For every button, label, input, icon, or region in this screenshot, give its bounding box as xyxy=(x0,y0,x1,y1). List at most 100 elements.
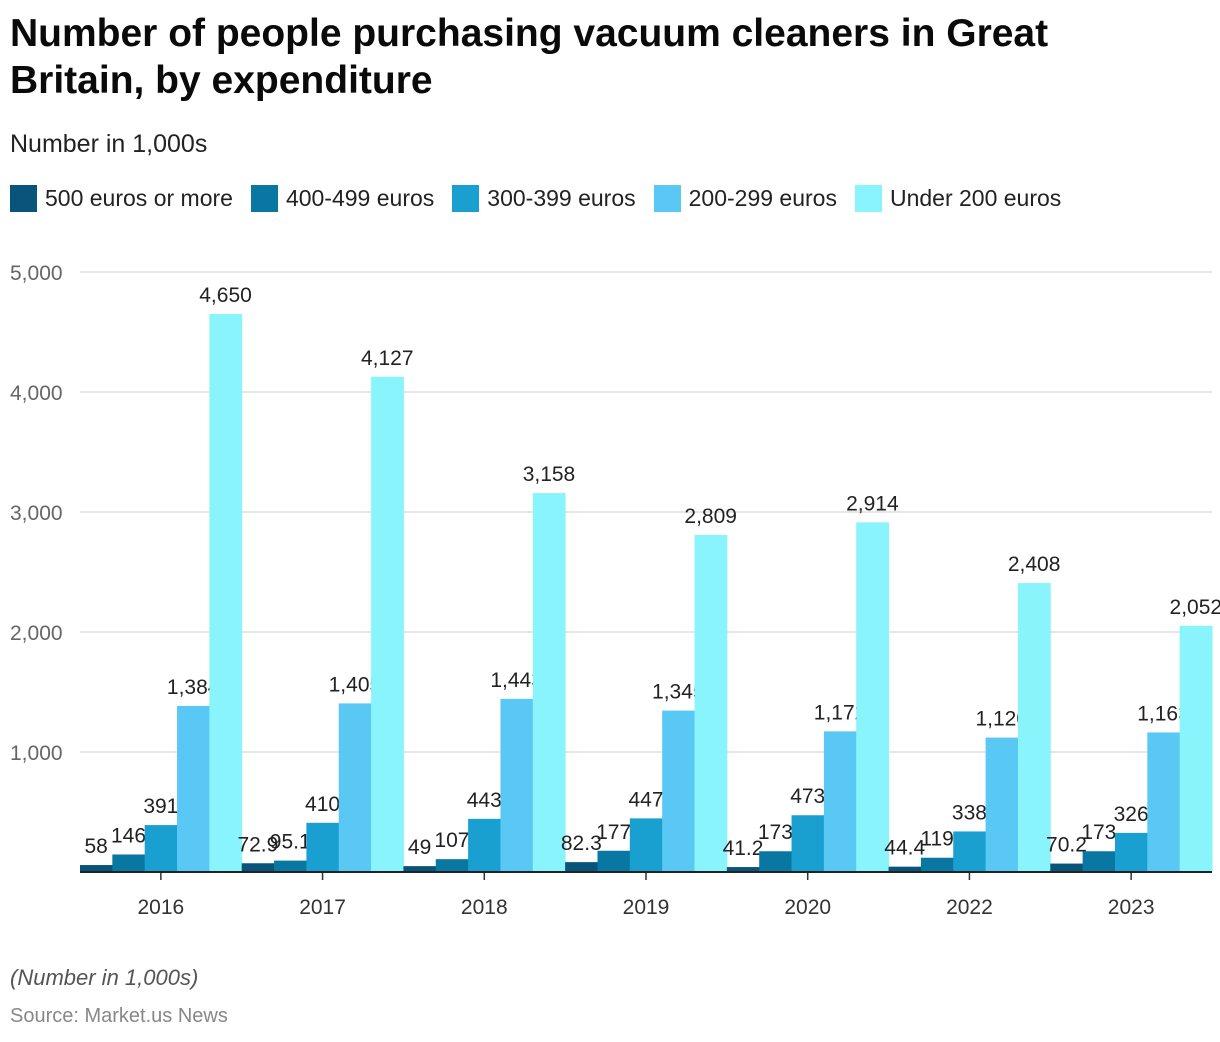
bar xyxy=(597,850,631,872)
data-label: 2,809 xyxy=(684,505,737,528)
data-label: 173 xyxy=(758,821,793,844)
data-label: 1,345 xyxy=(652,681,705,704)
bar xyxy=(403,866,437,872)
x-tick-label: 2017 xyxy=(299,896,346,919)
data-label: 82.3 xyxy=(561,832,602,855)
data-label: 4,650 xyxy=(199,284,252,307)
legend-label: Under 200 euros xyxy=(889,185,1062,211)
bar xyxy=(532,493,566,872)
source-note: Source: Market.us News xyxy=(10,1005,228,1027)
bar xyxy=(1050,863,1084,872)
data-label: 447 xyxy=(628,788,663,811)
data-label: 177 xyxy=(596,821,631,844)
legend-swatch xyxy=(854,185,882,212)
chart-title: Number of people purchasing vacuum clean… xyxy=(10,12,1049,102)
legend-item: Under 200 euros xyxy=(854,185,1062,212)
legend-label: 400-499 euros xyxy=(285,185,435,211)
data-label: 58 xyxy=(84,835,107,858)
data-label: 410 xyxy=(305,793,340,816)
data-label: 1,120 xyxy=(975,708,1028,731)
bar xyxy=(144,825,178,872)
legend-item: 400-499 euros xyxy=(250,185,435,212)
bar xyxy=(1082,851,1116,872)
bar xyxy=(694,534,728,872)
bar xyxy=(1179,625,1213,872)
legend-label: 200-299 euros xyxy=(688,185,837,211)
x-tick-label: 2016 xyxy=(137,896,184,919)
data-label: 326 xyxy=(1114,803,1149,826)
data-label: 3,158 xyxy=(523,463,576,486)
bar xyxy=(726,867,760,872)
bar xyxy=(1114,832,1148,872)
x-tick-label: 2020 xyxy=(784,896,831,919)
data-label: 173 xyxy=(1081,821,1116,844)
bar xyxy=(920,857,954,872)
bar xyxy=(371,376,404,872)
data-label: 1,172 xyxy=(814,701,867,724)
bar-chart: 1,000 2,000 3,000 4,000 5,000 58 146 391 1,384 4,… xyxy=(10,262,1220,919)
data-label: 44.4 xyxy=(884,837,925,860)
data-label: 72.9 xyxy=(237,833,278,856)
data-label: 146 xyxy=(111,824,146,847)
bar xyxy=(468,818,501,872)
bar xyxy=(338,703,372,872)
y-tick-label: 3,000 xyxy=(10,502,63,525)
data-label: 41.2 xyxy=(723,837,764,860)
bar xyxy=(241,863,275,872)
bar xyxy=(565,862,598,872)
data-label: 1,443 xyxy=(490,669,543,692)
legend-swatch xyxy=(452,185,480,212)
bar xyxy=(112,854,146,872)
bar xyxy=(888,866,922,872)
x-tick-label: 2022 xyxy=(946,896,993,919)
chart-subtitle: Number in 1,000s xyxy=(10,130,208,158)
legend-label: 500 euros or more xyxy=(45,185,233,211)
y-tick-label: 1,000 xyxy=(10,742,63,765)
bar xyxy=(629,818,663,872)
data-label: 391 xyxy=(143,795,178,818)
bar xyxy=(1017,583,1051,872)
bar xyxy=(1147,732,1181,872)
legend-swatch xyxy=(250,185,278,212)
legend-item: 200-299 euros xyxy=(653,185,837,212)
bar xyxy=(274,860,307,872)
bar xyxy=(823,731,857,872)
y-tick-label: 2,000 xyxy=(10,622,63,645)
bar xyxy=(435,859,469,872)
x-tick-label: 2018 xyxy=(461,896,508,919)
bar xyxy=(306,822,340,872)
bar xyxy=(80,865,113,872)
data-label: 473 xyxy=(790,785,825,808)
x-tick-label: 2023 xyxy=(1108,896,1155,919)
y-tick-label: 4,000 xyxy=(10,382,63,405)
bar xyxy=(177,705,210,872)
bar xyxy=(985,737,1019,872)
bar xyxy=(953,831,987,872)
data-label: 107 xyxy=(434,829,469,852)
footnote: (Number in 1,000s) xyxy=(10,965,199,990)
legend: 500 euros or more 400-499 euros 300-399 … xyxy=(10,185,1061,212)
data-label: 1,384 xyxy=(167,676,220,699)
x-tick-label: 2019 xyxy=(623,896,670,919)
data-label: 1,405 xyxy=(329,673,382,696)
legend-item: 300-399 euros xyxy=(452,185,636,212)
data-label: 70.2 xyxy=(1046,834,1087,857)
legend-swatch xyxy=(10,185,37,212)
bar xyxy=(759,851,793,872)
data-label: 2,052 xyxy=(1170,596,1220,619)
data-label: 95.1 xyxy=(270,831,311,854)
bar xyxy=(791,815,825,872)
bar xyxy=(500,698,534,872)
data-label: 119 xyxy=(920,828,953,851)
bar xyxy=(662,710,696,872)
legend-swatch xyxy=(653,185,681,212)
data-label: 4,127 xyxy=(361,347,414,370)
bar xyxy=(856,522,890,872)
bar xyxy=(209,314,243,872)
y-tick-label: 5,000 xyxy=(10,262,63,285)
data-label: 2,914 xyxy=(846,492,899,515)
legend-item: 500 euros or more xyxy=(10,185,233,212)
legend-label: 300-399 euros xyxy=(487,185,636,211)
data-label: 443 xyxy=(467,789,502,812)
data-label: 338 xyxy=(952,801,987,824)
